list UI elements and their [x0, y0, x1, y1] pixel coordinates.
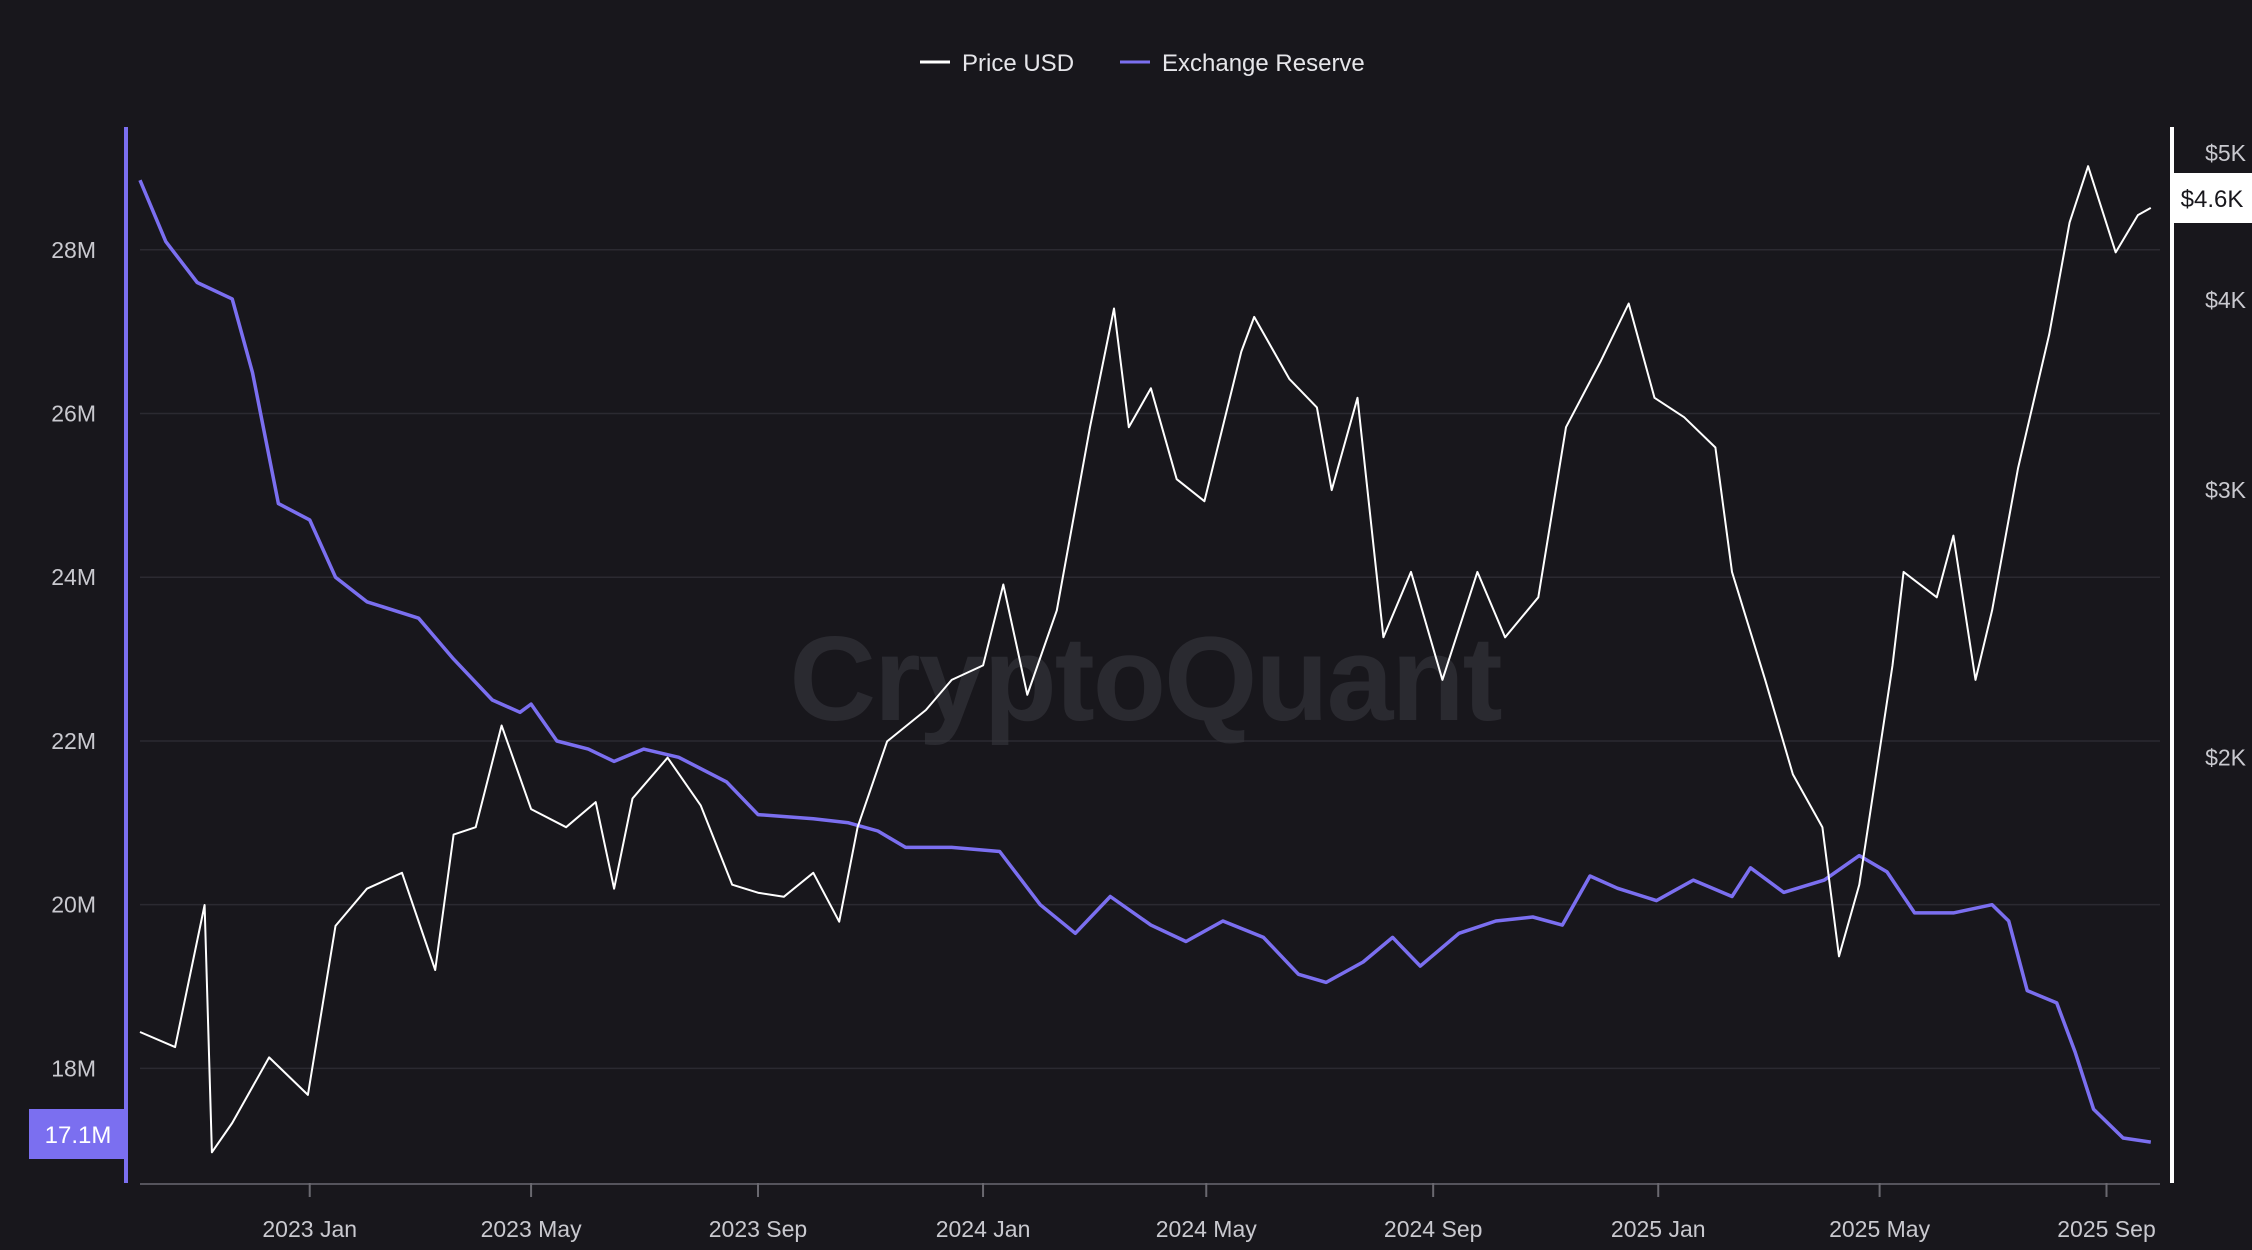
right-current-badge: $4.6K	[2171, 173, 2252, 223]
legend: Price USD Exchange Reserve	[920, 50, 1365, 77]
series-line-price-usd	[139, 165, 2152, 1154]
x-tick-label: 2023 May	[481, 1216, 583, 1242]
grid-lines	[140, 249, 2160, 1070]
right-axis-ticks: $2K $3K $4K $5K	[2205, 140, 2247, 771]
legend-label-price: Price USD	[962, 50, 1074, 77]
watermark: CryptoQuant	[789, 612, 1501, 746]
left-tick-label: 24M	[51, 564, 96, 590]
legend-item-price[interactable]: Price USD	[920, 50, 1074, 77]
left-tick-label: 28M	[51, 237, 96, 263]
left-axis-ticks: 18M 20M 22M 24M 26M 28M	[51, 237, 96, 1082]
right-tick-label: $5K	[2205, 140, 2247, 166]
right-current-badge-bg	[2171, 173, 2252, 223]
left-current-badge: 17.1M	[29, 1109, 127, 1159]
legend-item-reserve[interactable]: Exchange Reserve	[1120, 50, 1365, 77]
x-tick-label: 2025 May	[1829, 1216, 1931, 1242]
x-tick-label: 2024 Sep	[1384, 1216, 1482, 1242]
x-tick-label: 2023 Jan	[262, 1216, 357, 1242]
left-tick-label: 18M	[51, 1055, 96, 1081]
x-tick-label: 2025 Jan	[1611, 1216, 1706, 1242]
x-tick-label: 2024 May	[1156, 1216, 1258, 1242]
x-tick-label: 2025 Sep	[2057, 1216, 2155, 1242]
left-tick-label: 20M	[51, 892, 96, 918]
left-tick-label: 22M	[51, 728, 96, 754]
x-tick-label: 2024 Jan	[936, 1216, 1031, 1242]
right-tick-label: $4K	[2205, 287, 2247, 313]
left-current-badge-bg	[29, 1109, 127, 1159]
right-tick-label: $2K	[2205, 745, 2247, 771]
left-current-badge-label: 17.1M	[45, 1122, 112, 1149]
x-tick-label: 2023 Sep	[709, 1216, 807, 1242]
right-tick-label: $3K	[2205, 477, 2247, 503]
legend-label-reserve: Exchange Reserve	[1162, 50, 1365, 77]
right-current-badge-label: $4.6K	[2181, 186, 2244, 213]
left-tick-label: 26M	[51, 401, 96, 427]
series-line-exchange-reserve	[138, 179, 2152, 1144]
x-axis-ticks: 2023 Jan 2023 May 2023 Sep 2024 Jan 2024 May…	[262, 1183, 2156, 1242]
